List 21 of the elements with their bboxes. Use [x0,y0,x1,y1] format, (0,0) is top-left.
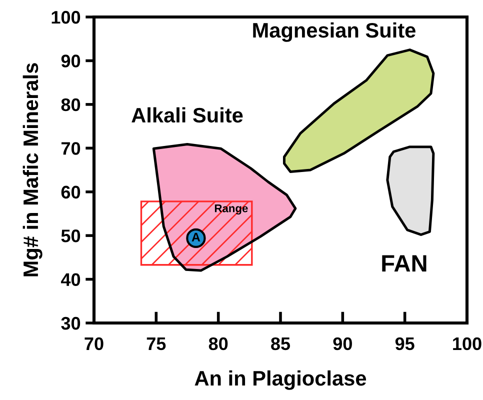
x-tick-label: 100 [453,337,482,350]
series-label: Alkali Suite [132,107,243,123]
y-tick-label: 60 [61,186,80,199]
x-tick-label: 85 [271,337,290,350]
x-tick-label: 80 [208,337,228,350]
x-tick-label: 70 [84,337,104,350]
x-tick-label: 90 [333,337,352,350]
y-tick-label: 30 [61,316,80,330]
x-axis-title: An in Plagioclase [194,370,366,390]
y-axis-title: Mg# in Mafic Minerals [22,63,42,276]
series-label: FAN [382,255,426,272]
y-tick-label: 70 [62,142,80,155]
x-tick-label: 95 [395,337,414,350]
x-tick-label: 75 [146,338,166,350]
y-tick-label: 90 [61,54,80,68]
series-label: A [192,232,200,242]
y-tick-label: 50 [61,230,80,242]
y-tick-label: 40 [61,273,80,286]
y-tick-label: 100 [52,10,80,24]
y-tick-label: 80 [61,98,80,112]
series-label: Magnesian Suite [253,22,416,42]
